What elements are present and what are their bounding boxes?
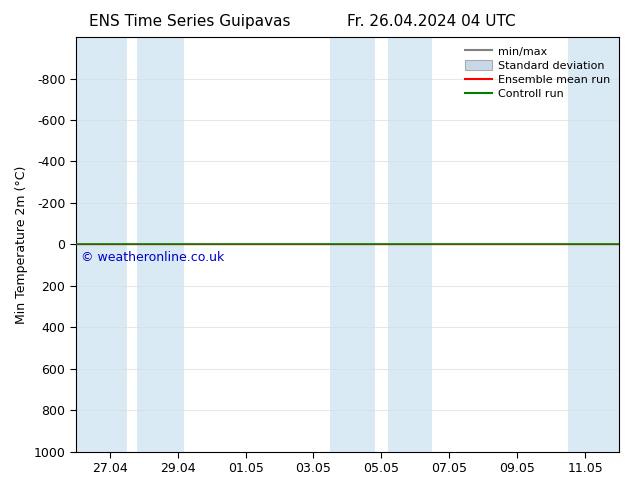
Legend: min/max, Standard deviation, Ensemble mean run, Controll run: min/max, Standard deviation, Ensemble me…	[461, 43, 614, 102]
Bar	[568, 37, 619, 452]
Bar	[76, 37, 127, 452]
Bar	[137, 37, 184, 452]
Y-axis label: Min Temperature 2m (°C): Min Temperature 2m (°C)	[15, 165, 28, 323]
Text: Fr. 26.04.2024 04 UTC: Fr. 26.04.2024 04 UTC	[347, 14, 515, 29]
Bar	[330, 37, 375, 452]
Text: ENS Time Series Guipavas: ENS Time Series Guipavas	[89, 14, 291, 29]
Text: © weatheronline.co.uk: © weatheronline.co.uk	[81, 250, 224, 264]
Bar	[388, 37, 432, 452]
